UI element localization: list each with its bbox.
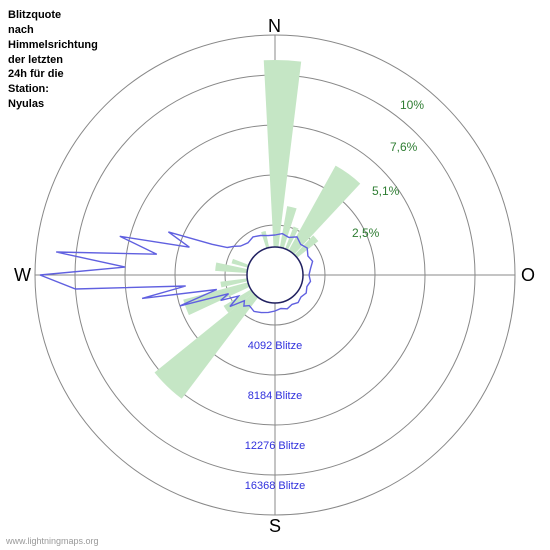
- pct-ring-label: 10%: [400, 98, 424, 112]
- count-ring-label: 16368 Blitze: [195, 480, 355, 492]
- compass-s: S: [269, 516, 281, 537]
- compass-w: W: [14, 265, 31, 286]
- count-ring-label: 8184 Blitze: [195, 390, 355, 402]
- pct-ring-label: 2,5%: [352, 226, 379, 240]
- compass-e: O: [521, 265, 535, 286]
- pct-ring-label: 5,1%: [372, 184, 399, 198]
- count-ring-label: 4092 Blitze: [195, 340, 355, 352]
- attribution: www.lightningmaps.org: [6, 536, 99, 546]
- compass-n: N: [268, 16, 281, 37]
- count-ring-label: 12276 Blitze: [195, 440, 355, 452]
- pct-ring-label: 7,6%: [390, 140, 417, 154]
- chart-title: BlitzquotenachHimmelsrichtungder letzten…: [8, 8, 98, 112]
